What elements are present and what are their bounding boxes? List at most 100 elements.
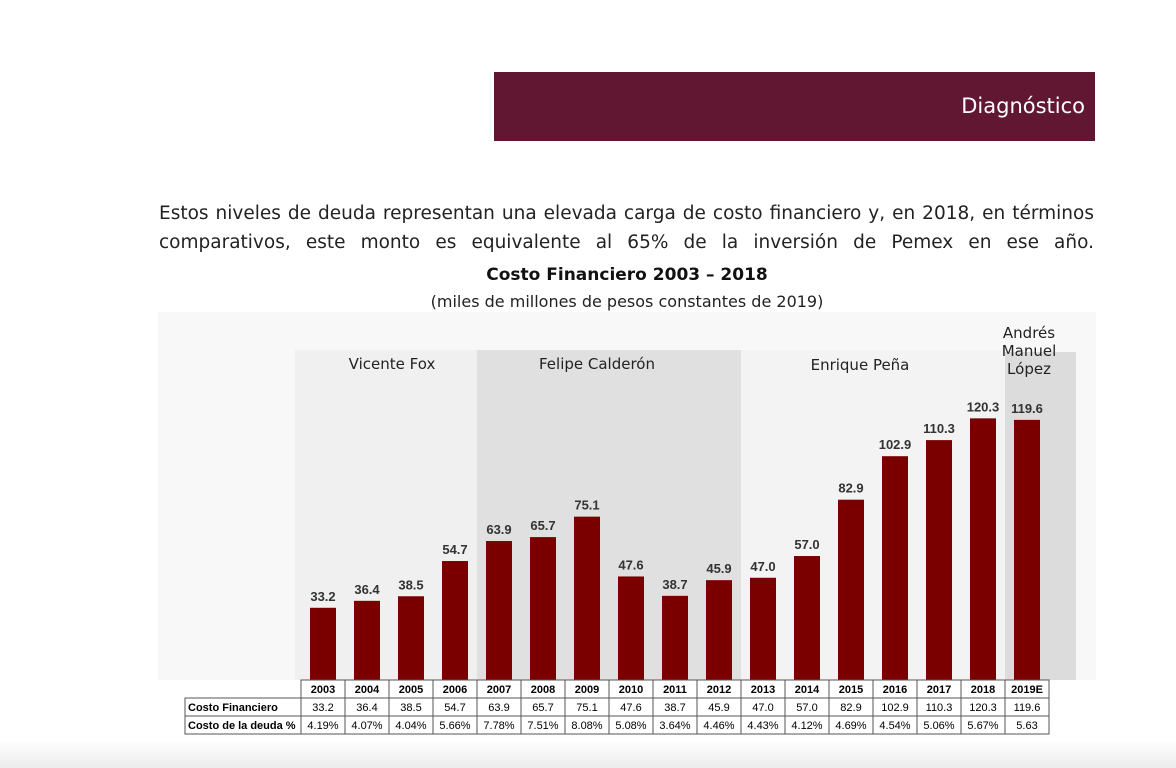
table-year-cell: 2012 (707, 684, 731, 696)
table-value-cell: 47.6 (620, 702, 641, 714)
bar (398, 596, 424, 680)
table-value-cell: 57.0 (796, 702, 817, 714)
table-value-cell: 7.78% (483, 720, 514, 732)
data-label: 54.7 (442, 542, 467, 557)
table-value-cell: 5.08% (615, 720, 646, 732)
bar (574, 516, 600, 680)
section-title: Diagnóstico (961, 94, 1085, 118)
table-value-cell: 33.2 (312, 702, 333, 714)
table-value-cell: 5.63 (1016, 720, 1037, 732)
table-value-cell: 5.67% (967, 720, 998, 732)
table-year-cell: 2018 (971, 684, 995, 696)
table-value-cell: 5.66% (439, 720, 470, 732)
table-value-cell: 45.9 (708, 702, 729, 714)
table-year-cell: 2016 (883, 684, 907, 696)
chart-title: Costo Financiero 2003 – 2018 (486, 265, 768, 285)
data-label: 47.0 (750, 559, 775, 574)
bar (970, 418, 996, 680)
data-label: 119.6 (1011, 401, 1043, 416)
table-value-cell: 38.5 (400, 702, 421, 714)
table-year-cell: 2008 (531, 684, 555, 696)
table-year-cell: 2019E (1011, 684, 1043, 696)
data-label: 33.2 (310, 589, 335, 604)
table-value-cell: 7.51% (527, 720, 558, 732)
table-value-cell: 120.3 (969, 702, 997, 714)
bar (926, 440, 952, 680)
bar (354, 600, 380, 680)
data-label: 102.9 (879, 437, 912, 452)
table-value-cell: 75.1 (576, 702, 597, 714)
bar (310, 607, 336, 680)
table-value-cell: 4.04% (395, 720, 426, 732)
data-label: 65.7 (530, 518, 555, 533)
table-value-cell: 65.7 (532, 702, 553, 714)
table-row-label: Costo Financiero (188, 702, 278, 714)
table-year-cell: 2005 (399, 684, 423, 696)
data-label: 75.1 (574, 498, 599, 513)
bar (530, 537, 556, 680)
chart-subtitle: (miles de millones de pesos constantes d… (430, 292, 824, 311)
data-label: 38.5 (398, 577, 423, 592)
table-value-cell: 4.12% (791, 720, 822, 732)
data-label: 45.9 (706, 561, 731, 576)
data-label: 110.3 (923, 421, 955, 436)
period-band (477, 350, 741, 680)
table-value-cell: 38.7 (664, 702, 685, 714)
table-value-cell: 3.64% (659, 720, 690, 732)
table-year-cell: 2013 (751, 684, 775, 696)
table-value-cell: 63.9 (488, 702, 509, 714)
bar (618, 576, 644, 680)
bar (442, 561, 468, 680)
table-row-label: Costo de la deuda % (188, 720, 296, 732)
period-label: Vicente Fox (349, 355, 436, 373)
table-value-cell: 82.9 (840, 702, 861, 714)
data-label: 63.9 (486, 522, 511, 537)
period-label: Enrique Peña (811, 356, 910, 374)
bar (838, 499, 864, 680)
table-value-cell: 110.3 (926, 702, 953, 714)
data-label: 57.0 (794, 537, 819, 552)
bar (662, 595, 688, 680)
table-year-cell: 2004 (355, 684, 380, 696)
table-year-cell: 2010 (619, 684, 643, 696)
table-value-cell: 119.6 (1014, 702, 1041, 714)
table-value-cell: 4.19% (307, 720, 338, 732)
page-bottom-edge (0, 740, 1176, 768)
table-year-cell: 2015 (839, 684, 863, 696)
table-value-cell: 8.08% (571, 720, 602, 732)
table-value-cell: 4.69% (835, 720, 866, 732)
table-year-cell: 2017 (927, 684, 951, 696)
table-year-cell: 2014 (795, 684, 820, 696)
table-value-cell: 36.4 (356, 702, 377, 714)
bar (882, 456, 908, 680)
table-value-cell: 47.0 (752, 702, 773, 714)
bar (794, 556, 820, 680)
table-value-cell: 54.7 (444, 702, 465, 714)
data-label: 82.9 (838, 481, 863, 496)
table-value-cell: 4.46% (703, 720, 734, 732)
data-label: 36.4 (354, 582, 380, 597)
table-value-cell: 4.54% (879, 720, 910, 732)
table-year-cell: 2003 (311, 684, 335, 696)
section-banner: Diagnóstico (494, 72, 1095, 141)
bar (750, 577, 776, 680)
table-value-cell: 102.9 (881, 702, 909, 714)
period-band (741, 350, 1005, 680)
period-label: Felipe Calderón (539, 355, 655, 373)
data-label: 38.7 (662, 577, 687, 592)
table-year-cell: 2006 (443, 684, 467, 696)
bar (706, 580, 732, 680)
period-label: Andrés Manuel López (1002, 324, 1057, 378)
intro-paragraph: Estos niveles de deuda representan una e… (159, 203, 1094, 253)
table-year-cell: 2009 (575, 684, 599, 696)
data-label: 120.3 (967, 399, 1000, 414)
table-value-cell: 4.43% (747, 720, 778, 732)
table-year-cell: 2007 (487, 684, 511, 696)
table-value-cell: 4.07% (351, 720, 382, 732)
bar (486, 541, 512, 680)
data-label: 47.6 (618, 557, 643, 572)
bar (1014, 419, 1040, 680)
table-value-cell: 5.06% (923, 720, 954, 732)
table-year-cell: 2011 (663, 684, 687, 696)
